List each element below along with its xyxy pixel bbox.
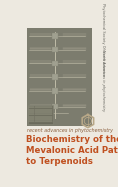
Text: Phytochemical Society Of North America: Phytochemical Society Of North America xyxy=(101,3,105,76)
Text: Mevalonic Acid Pathway: Mevalonic Acid Pathway xyxy=(26,146,118,155)
Bar xyxy=(27,28,93,126)
Bar xyxy=(52,61,58,66)
Text: recent advances in phytochemistry: recent advances in phytochemistry xyxy=(27,128,113,133)
Text: recent advances in phytochemistry: recent advances in phytochemistry xyxy=(101,49,105,111)
Bar xyxy=(52,104,58,109)
Bar xyxy=(52,74,58,80)
Text: to Terpenoids: to Terpenoids xyxy=(26,157,93,166)
Text: Biochemistry of the: Biochemistry of the xyxy=(26,135,118,145)
Bar xyxy=(28,105,53,124)
Bar xyxy=(52,47,58,52)
Bar xyxy=(52,33,58,39)
Bar xyxy=(52,88,58,94)
